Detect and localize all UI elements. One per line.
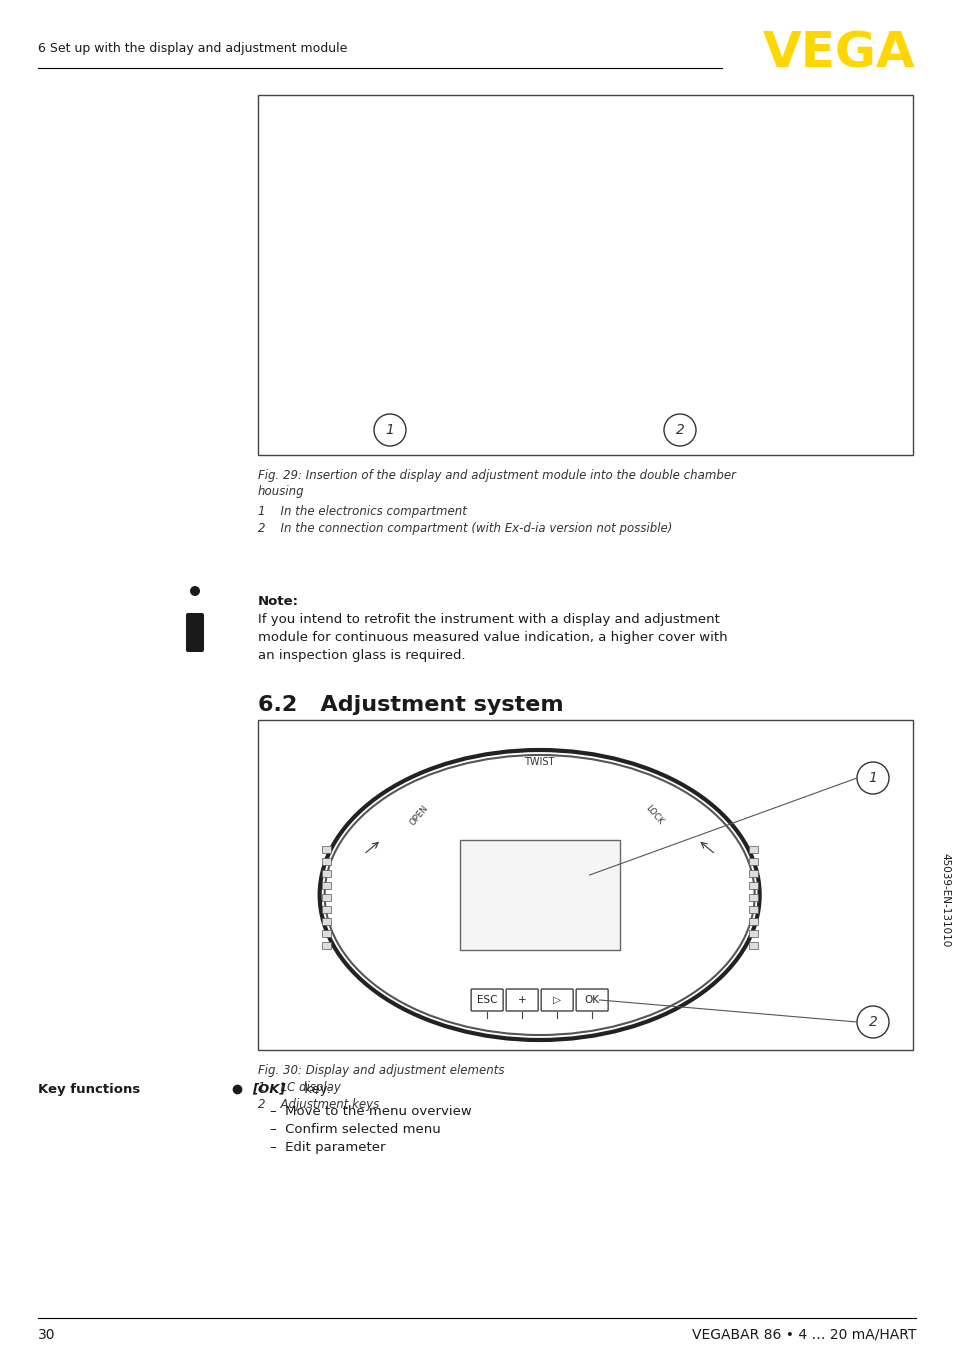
Text: 1: 1 (867, 770, 877, 785)
Bar (321, 918, 331, 925)
Text: –  Edit parameter: – Edit parameter (270, 1141, 385, 1154)
Text: housing: housing (257, 485, 304, 498)
Text: VEGABAR 86 • 4 … 20 mA/HART: VEGABAR 86 • 4 … 20 mA/HART (691, 1328, 915, 1342)
Text: 2    Adjustment keys: 2 Adjustment keys (257, 1098, 379, 1112)
Text: ▷: ▷ (553, 995, 560, 1005)
Bar (748, 906, 757, 913)
Bar (748, 942, 757, 949)
Bar (321, 894, 331, 900)
Circle shape (190, 586, 200, 596)
Text: [OK]: [OK] (252, 1082, 285, 1095)
Text: ESC: ESC (476, 995, 497, 1005)
Text: Fig. 29: Insertion of the display and adjustment module into the double chamber: Fig. 29: Insertion of the display and ad… (257, 468, 735, 482)
Circle shape (856, 762, 888, 793)
Bar (748, 918, 757, 925)
Bar (321, 858, 331, 865)
Bar (459, 839, 619, 951)
FancyBboxPatch shape (576, 988, 607, 1011)
Ellipse shape (324, 756, 754, 1034)
Text: Note:: Note: (257, 594, 298, 608)
Circle shape (663, 414, 696, 445)
Text: Fig. 30: Display and adjustment elements: Fig. 30: Display and adjustment elements (257, 1064, 504, 1076)
Ellipse shape (319, 750, 759, 1040)
Circle shape (856, 1006, 888, 1039)
Text: 2    In the connection compartment (with Ex-d-ia version not possible): 2 In the connection compartment (with Ex… (257, 523, 672, 535)
Bar (321, 846, 331, 853)
Text: 2: 2 (675, 422, 683, 437)
Text: module for continuous measured value indication, a higher cover with: module for continuous measured value ind… (257, 631, 727, 645)
Text: 1: 1 (385, 422, 394, 437)
Bar (321, 906, 331, 913)
Text: –  Confirm selected menu: – Confirm selected menu (270, 1122, 440, 1136)
Text: 2: 2 (867, 1016, 877, 1029)
Text: LOCK: LOCK (642, 804, 664, 827)
Bar (257, 720, 912, 1049)
Text: –  Move to the menu overview: – Move to the menu overview (270, 1105, 471, 1118)
Text: 6 Set up with the display and adjustment module: 6 Set up with the display and adjustment… (38, 42, 347, 56)
Bar (748, 858, 757, 865)
Text: key:: key: (299, 1082, 331, 1095)
Bar (321, 942, 331, 949)
Text: Key functions: Key functions (38, 1083, 140, 1095)
Bar (748, 894, 757, 900)
Bar (748, 846, 757, 853)
Bar (748, 871, 757, 877)
FancyBboxPatch shape (471, 988, 502, 1011)
FancyBboxPatch shape (540, 988, 573, 1011)
Text: 1    LC display: 1 LC display (257, 1080, 340, 1094)
Text: OPEN: OPEN (407, 803, 429, 827)
Text: 1    In the electronics compartment: 1 In the electronics compartment (257, 505, 466, 519)
Bar (321, 881, 331, 890)
Text: an inspection glass is required.: an inspection glass is required. (257, 649, 465, 662)
Bar (748, 930, 757, 937)
Text: OK: OK (584, 995, 599, 1005)
Bar (321, 930, 331, 937)
Bar (748, 881, 757, 890)
Text: TWIST: TWIST (524, 757, 555, 766)
Text: 45039-EN-131010: 45039-EN-131010 (939, 853, 949, 948)
Text: 30: 30 (38, 1328, 55, 1342)
Text: +: + (517, 995, 526, 1005)
Text: If you intend to retrofit the instrument with a display and adjustment: If you intend to retrofit the instrument… (257, 613, 720, 626)
Bar (257, 95, 912, 455)
FancyBboxPatch shape (186, 613, 204, 653)
Text: VEGA: VEGA (762, 30, 915, 79)
FancyBboxPatch shape (506, 988, 537, 1011)
Bar (321, 871, 331, 877)
Circle shape (374, 414, 406, 445)
Text: 6.2   Adjustment system: 6.2 Adjustment system (257, 695, 563, 715)
